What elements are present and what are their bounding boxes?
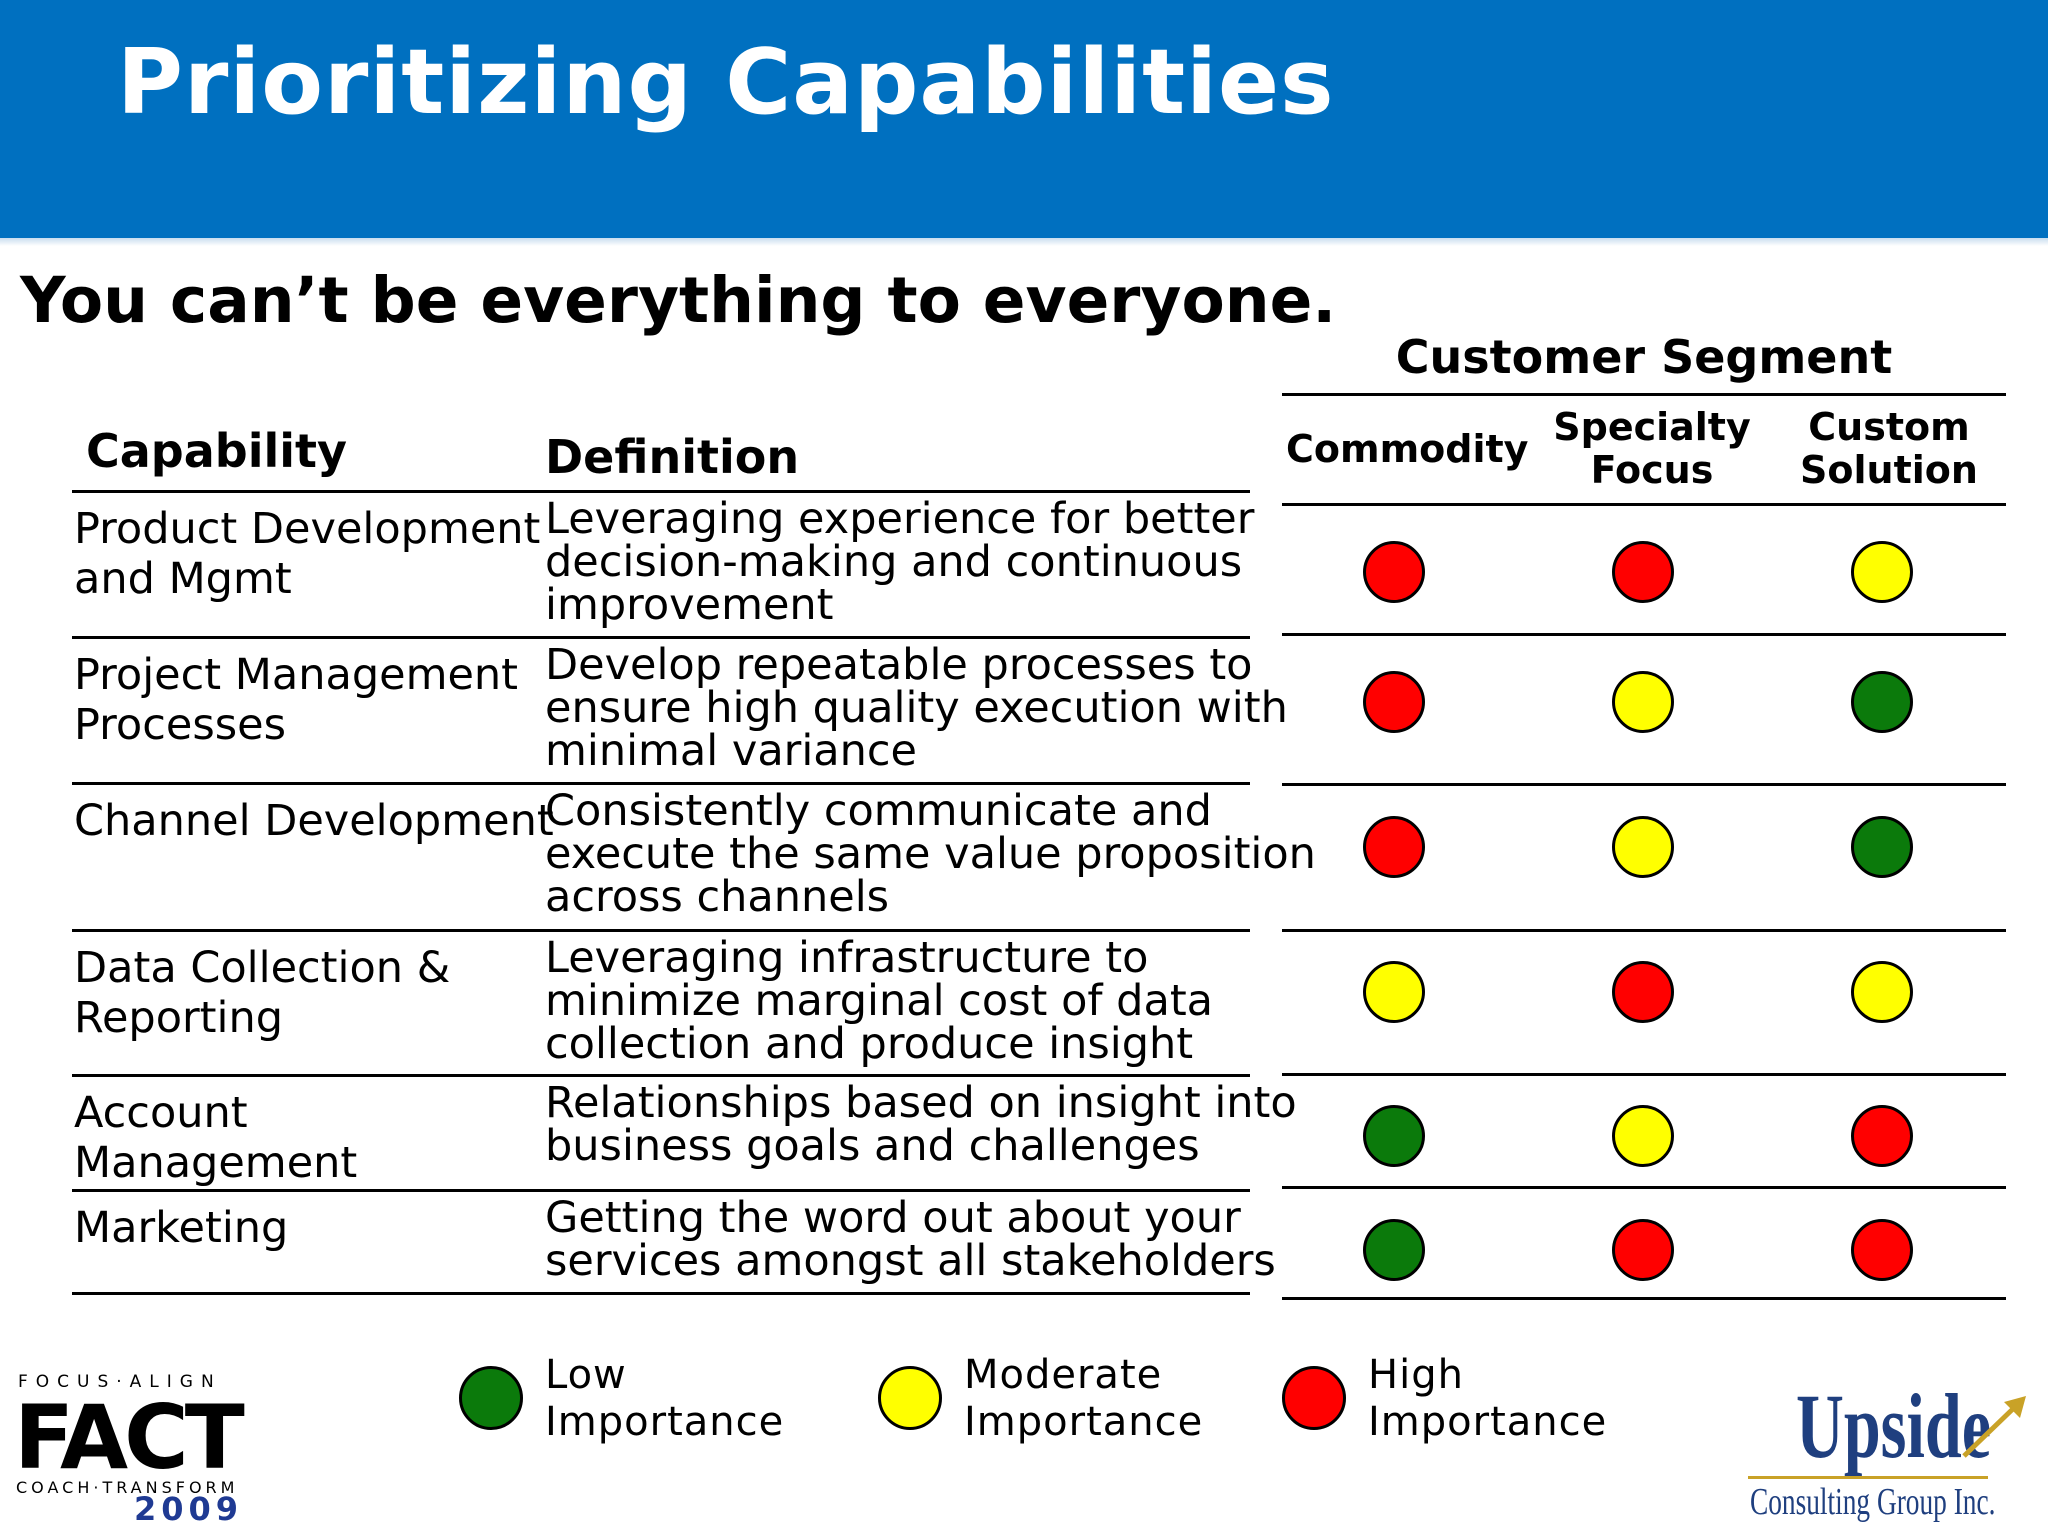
definition-cell: Relationships based on insight into busi… (545, 1078, 1297, 1171)
rating-dot-specialty-focus-moderate (1612, 1105, 1674, 1167)
upside-logo-subtitle: Consulting Group Inc. (1750, 1481, 1996, 1523)
customer-segment-title: Customer Segment (1395, 330, 1893, 384)
rating-dot-commodity-high (1363, 541, 1425, 603)
fact-logo-tagline-bottom: COACH·TRANSFORM (16, 1478, 239, 1497)
rating-dot-specialty-focus-high (1612, 541, 1674, 603)
rating-dot-specialty-focus-moderate (1612, 816, 1674, 878)
capability-cell: Product Development and Mgmt (74, 504, 541, 604)
slide-subtitle: You can’t be everything to everyone. (20, 264, 1337, 337)
segment-rule (1282, 783, 2006, 786)
segment-header-custom-solution: Custom Solution (1800, 405, 1978, 492)
rating-dot-specialty-focus-high (1612, 961, 1674, 1023)
rating-dot-commodity-moderate (1363, 961, 1425, 1023)
capability-header: Capability (86, 424, 347, 478)
legend-low-dot (459, 1366, 523, 1430)
fact-logo-wordmark: FACT (14, 1386, 245, 1489)
upside-logo: Upside Consulting Group Inc. (1740, 1376, 2040, 1530)
rating-dot-specialty-focus-high (1612, 1219, 1674, 1281)
table-rule (72, 1074, 1250, 1077)
legend-high-label: High Importance (1368, 1352, 1608, 1445)
capability-cell: Marketing (74, 1203, 289, 1253)
capability-cell: Channel Development (74, 796, 554, 846)
table-rule (72, 636, 1250, 639)
rating-dot-specialty-focus-moderate (1612, 671, 1674, 733)
rating-dot-custom-solution-low (1851, 671, 1913, 733)
rating-dot-commodity-low (1363, 1219, 1425, 1281)
definition-cell: Leveraging experience for better decisio… (545, 494, 1255, 630)
title-bar-shadow (0, 238, 2048, 246)
rating-dot-commodity-low (1363, 1105, 1425, 1167)
slide-title: Prioritizing Capabilities (117, 30, 1335, 135)
rating-dot-commodity-high (1363, 671, 1425, 733)
table-rule (72, 782, 1250, 785)
fact-logo-tagline-top: FOCUS·ALIGN (18, 1372, 222, 1392)
rating-dot-commodity-high (1363, 816, 1425, 878)
table-rule (72, 929, 1250, 932)
capability-cell: Account Management (74, 1088, 358, 1188)
segment-rule (1282, 1073, 2006, 1076)
legend-moderate-dot (878, 1366, 942, 1430)
table-rule (72, 490, 1250, 493)
segment-rule (1282, 1297, 2006, 1300)
table-rule (72, 1292, 1250, 1295)
segment-header-specialty-focus: Specialty Focus (1553, 405, 1751, 492)
definition-cell: Leveraging infrastructure to minimize ma… (545, 933, 1214, 1069)
rating-dot-custom-solution-low (1851, 816, 1913, 878)
segment-rule (1282, 1186, 2006, 1189)
rating-dot-custom-solution-moderate (1851, 541, 1913, 603)
definition-cell: Consistently communicate and execute the… (545, 786, 1316, 922)
definition-header: Definition (545, 430, 800, 484)
title-bar: Prioritizing Capabilities (0, 0, 2048, 238)
segment-title-rule (1282, 393, 2006, 396)
rating-dot-custom-solution-high (1851, 1219, 1913, 1281)
capability-cell: Data Collection & Reporting (74, 943, 451, 1043)
legend-low-label: Low Importance (545, 1352, 785, 1445)
definition-cell: Getting the word out about your services… (545, 1193, 1276, 1286)
table-rule (72, 1189, 1250, 1192)
fact-logo-year: 2009 (134, 1490, 244, 1528)
upside-arrow-icon (1962, 1396, 2026, 1458)
upside-logo-rule (1748, 1476, 1988, 1479)
rating-dot-custom-solution-high (1851, 1105, 1913, 1167)
definition-cell: Develop repeatable processes to ensure h… (545, 640, 1288, 776)
legend-high-dot (1282, 1366, 1346, 1430)
segment-header-commodity: Commodity (1286, 427, 1529, 471)
upside-logo-wordmark: Upside (1796, 1375, 1992, 1477)
segment-rule (1282, 633, 2006, 636)
rating-dot-custom-solution-moderate (1851, 961, 1913, 1023)
capability-cell: Project Management Processes (74, 650, 519, 750)
segment-rule (1282, 503, 2006, 506)
legend-moderate-label: Moderate Importance (964, 1352, 1204, 1445)
segment-rule (1282, 929, 2006, 932)
fact-logo: FOCUS·ALIGN FACT COACH·TRANSFORM 2009 (14, 1372, 246, 1528)
